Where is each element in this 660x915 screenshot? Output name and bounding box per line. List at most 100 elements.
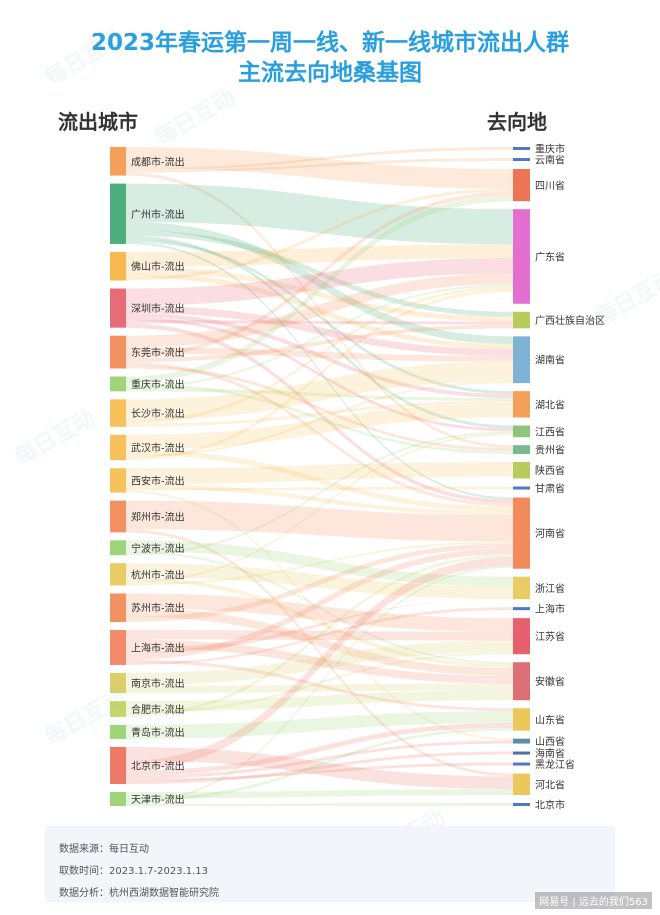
target-node-label: 北京市 <box>535 799 565 812</box>
source-node-label: 长沙市-流出 <box>131 407 185 420</box>
sankey-link <box>126 381 513 458</box>
source-node-label: 杭州市-流出 <box>131 568 185 581</box>
target-node-label: 重庆市 <box>535 143 565 156</box>
sankey-link <box>126 529 513 777</box>
sankey-link <box>126 317 513 432</box>
sankey-link <box>126 740 513 779</box>
sankey-link <box>126 576 513 669</box>
sankey-link <box>126 652 513 714</box>
sankey-link <box>126 312 513 398</box>
source-node-label: 北京市-流出 <box>131 759 185 772</box>
target-node-label: 甘肃省 <box>535 482 565 495</box>
target-node-label: 贵州省 <box>535 444 565 457</box>
sankey-link <box>126 608 513 676</box>
sankey-link <box>126 158 513 173</box>
source-node <box>110 792 126 806</box>
source-node <box>110 563 126 586</box>
sankey-link <box>126 272 513 350</box>
sankey-link <box>126 490 513 741</box>
sankey-link <box>126 449 513 512</box>
sankey-link <box>126 746 513 790</box>
target-node-label: 江西省 <box>535 425 565 438</box>
sankey-link <box>126 607 513 665</box>
sankey-link <box>126 461 513 485</box>
source-node <box>110 251 126 281</box>
source-node-label: 东莞市-流出 <box>131 346 185 359</box>
sankey-link <box>126 550 513 665</box>
sankey-link <box>126 565 513 804</box>
sankey-link <box>126 361 513 421</box>
target-node-label: 广西壮族自治区 <box>535 314 605 327</box>
source-node <box>110 147 126 176</box>
target-node <box>513 497 530 569</box>
target-node <box>513 461 530 479</box>
sankey-link <box>126 433 513 584</box>
footer-source: 数据来源：每日互动 <box>59 844 149 855</box>
sankey-link <box>126 639 513 684</box>
sankey-link <box>126 683 513 694</box>
sankey-link <box>126 221 513 345</box>
target-node-label: 上海市 <box>535 603 565 616</box>
sankey-link <box>126 400 513 427</box>
source-node <box>110 672 126 694</box>
target-node <box>513 738 530 744</box>
target-node-label: 湖北省 <box>535 398 565 411</box>
target-node <box>513 662 530 701</box>
source-node <box>110 500 126 533</box>
sankey-link <box>126 557 513 771</box>
source-node <box>110 288 126 328</box>
right-column-header: 去向地 <box>487 110 547 134</box>
sankey-link <box>126 722 513 776</box>
source-node <box>110 630 126 665</box>
target-node-label: 浙江省 <box>535 582 565 595</box>
sankey-link <box>126 640 513 686</box>
sankey-link <box>126 751 513 784</box>
target-node <box>513 576 530 600</box>
target-node-label: 云南省 <box>535 154 565 167</box>
target-node <box>513 751 530 755</box>
sankey-link <box>126 486 513 491</box>
sankey-link <box>126 289 513 461</box>
sankey-link <box>126 347 513 362</box>
target-node <box>513 425 530 438</box>
sankey-link <box>126 541 513 586</box>
sankey-link <box>126 690 513 712</box>
chart-title-line2: 主流去向地桑基图 <box>238 60 422 86</box>
target-node <box>513 147 530 150</box>
sankey-link <box>126 593 513 632</box>
target-node-label: 广东省 <box>535 250 565 263</box>
sankey-link <box>126 762 513 781</box>
sankey-link <box>126 172 513 449</box>
sankey-link <box>126 803 513 806</box>
sankey-link <box>126 431 513 556</box>
target-node <box>513 391 530 418</box>
target-node-label: 河南省 <box>535 527 565 540</box>
footer-panel: 数据来源：每日互动 取数时间：2023.1.7-2023.1.13 数据分析：杭… <box>45 826 615 902</box>
target-node <box>513 708 530 731</box>
sankey-link <box>126 286 513 424</box>
source-node <box>110 593 126 623</box>
sankey-link <box>126 727 513 802</box>
sankey-link <box>126 257 513 306</box>
chart-title-line1: 2023年春运第一周一线、新一线城市流出人群 <box>90 30 569 56</box>
sankey-link <box>126 320 513 325</box>
sankey-link <box>126 147 513 171</box>
source-node-label: 郑州市-流出 <box>131 510 185 523</box>
target-node-label: 湖南省 <box>535 354 565 367</box>
footer-period: 取数时间：2023.1.7-2023.1.13 <box>59 866 209 877</box>
source-node <box>110 724 126 739</box>
target-node <box>513 169 530 202</box>
sankey-link <box>126 195 513 383</box>
sankey-link <box>126 362 513 507</box>
target-node <box>513 209 530 304</box>
target-node-label: 河北省 <box>535 778 565 791</box>
sankey-link <box>126 630 513 641</box>
source-node <box>110 399 126 427</box>
target-node <box>513 618 530 655</box>
target-node-label: 江苏省 <box>535 630 565 643</box>
sankey-link <box>126 238 513 395</box>
target-node <box>513 158 530 161</box>
sankey-link <box>126 323 513 504</box>
sankey-link <box>126 500 513 542</box>
